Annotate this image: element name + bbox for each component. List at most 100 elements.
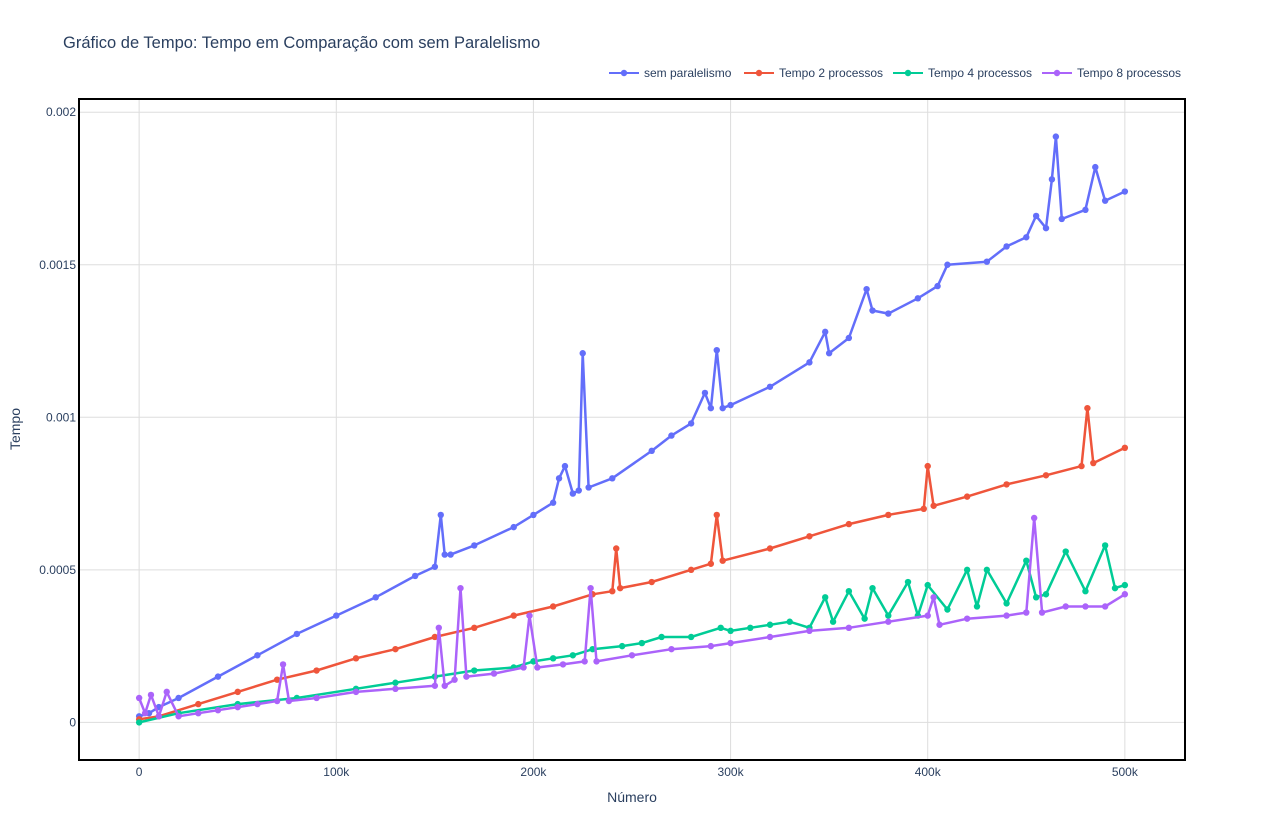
legend-item[interactable]: Tempo 4 processos <box>893 66 1032 80</box>
data-point <box>463 673 470 680</box>
data-point <box>648 447 655 455</box>
data-point <box>559 661 567 668</box>
data-point <box>1101 542 1109 549</box>
data-point <box>1121 444 1129 452</box>
data-point <box>1042 591 1050 598</box>
data-point <box>214 706 222 714</box>
data-point <box>885 511 892 519</box>
x-tick-label: 100k <box>323 765 350 779</box>
series-tempo-8-processos <box>135 514 1129 720</box>
data-point <box>431 682 439 689</box>
data-point <box>616 584 624 592</box>
data-point <box>845 587 853 595</box>
data-point <box>1003 481 1010 488</box>
data-point <box>1023 234 1030 241</box>
data-point <box>510 523 517 531</box>
data-point <box>904 578 912 586</box>
data-point <box>1082 206 1089 214</box>
data-point <box>1084 404 1091 412</box>
y-tick-label: 0.002 <box>46 105 76 119</box>
data-point <box>392 645 399 653</box>
data-point <box>707 560 715 567</box>
data-point <box>914 295 922 302</box>
data-point <box>983 258 991 265</box>
data-point <box>1023 557 1030 564</box>
data-point <box>254 652 261 659</box>
data-point <box>333 612 340 619</box>
data-point <box>963 493 971 500</box>
series-tempo-4-processos <box>135 542 1129 726</box>
data-point <box>1082 603 1089 610</box>
series-layer <box>135 133 1129 726</box>
legend-item[interactable]: Tempo 8 processos <box>1042 66 1181 80</box>
series-tempo-2-processos <box>135 404 1129 723</box>
data-point <box>155 713 163 720</box>
data-point <box>829 618 837 625</box>
data-point <box>1030 514 1038 522</box>
data-point <box>254 700 261 708</box>
legend-label: Tempo 2 processos <box>779 66 883 80</box>
data-point <box>490 670 498 677</box>
data-point <box>983 566 991 574</box>
data-point <box>707 642 715 650</box>
legend-label: Tempo 4 processos <box>928 66 1032 80</box>
legend[interactable]: sem paralelismo Tempo 2 processos Tempo 4 … <box>609 66 1181 80</box>
data-point <box>863 285 870 293</box>
x-tick-label: 400k <box>915 765 942 779</box>
plot-frame <box>78 98 1186 761</box>
data-point <box>1032 594 1040 601</box>
data-point <box>936 621 943 628</box>
data-point <box>668 432 675 439</box>
legend-marker <box>904 69 912 77</box>
data-point <box>869 584 876 592</box>
data-point <box>135 694 143 702</box>
data-point <box>471 624 478 632</box>
data-point <box>609 475 616 482</box>
data-point <box>930 594 937 601</box>
data-point <box>1038 609 1046 616</box>
data-point <box>411 572 419 580</box>
data-point <box>845 520 853 528</box>
data-point <box>713 511 720 519</box>
data-point <box>441 551 448 558</box>
data-point <box>701 389 709 397</box>
data-point <box>1052 133 1060 140</box>
data-point <box>195 710 202 717</box>
data-point <box>648 578 655 586</box>
data-point <box>1042 472 1050 479</box>
data-point <box>534 664 541 671</box>
data-point <box>707 404 715 412</box>
data-point <box>944 606 951 613</box>
data-point <box>618 642 626 650</box>
data-point <box>575 487 582 494</box>
data-point <box>285 697 293 705</box>
data-point <box>930 502 937 509</box>
data-point <box>273 697 281 705</box>
data-point <box>1003 612 1010 619</box>
data-point <box>934 282 941 290</box>
data-point <box>609 587 616 595</box>
data-point <box>1048 176 1056 183</box>
grid-lines <box>80 100 1184 759</box>
data-point <box>924 462 931 470</box>
data-point <box>234 703 241 711</box>
data-point <box>845 624 853 632</box>
legend-item[interactable]: sem paralelismo <box>609 66 732 80</box>
data-point <box>687 420 695 427</box>
data-point <box>352 688 360 696</box>
data-point <box>585 484 592 491</box>
data-point <box>447 551 454 558</box>
data-point <box>195 700 202 708</box>
data-point <box>451 676 458 683</box>
legend-item[interactable]: Tempo 2 processos <box>744 66 883 80</box>
data-point <box>766 545 774 552</box>
data-point <box>845 334 853 342</box>
legend-label: Tempo 8 processos <box>1077 66 1181 80</box>
data-point <box>719 404 726 412</box>
data-point <box>526 612 533 619</box>
y-axis-title: Tempo <box>7 408 23 450</box>
x-tick-label: 0 <box>136 765 143 779</box>
data-point <box>435 624 442 632</box>
data-point <box>825 350 833 357</box>
data-point <box>175 713 182 720</box>
